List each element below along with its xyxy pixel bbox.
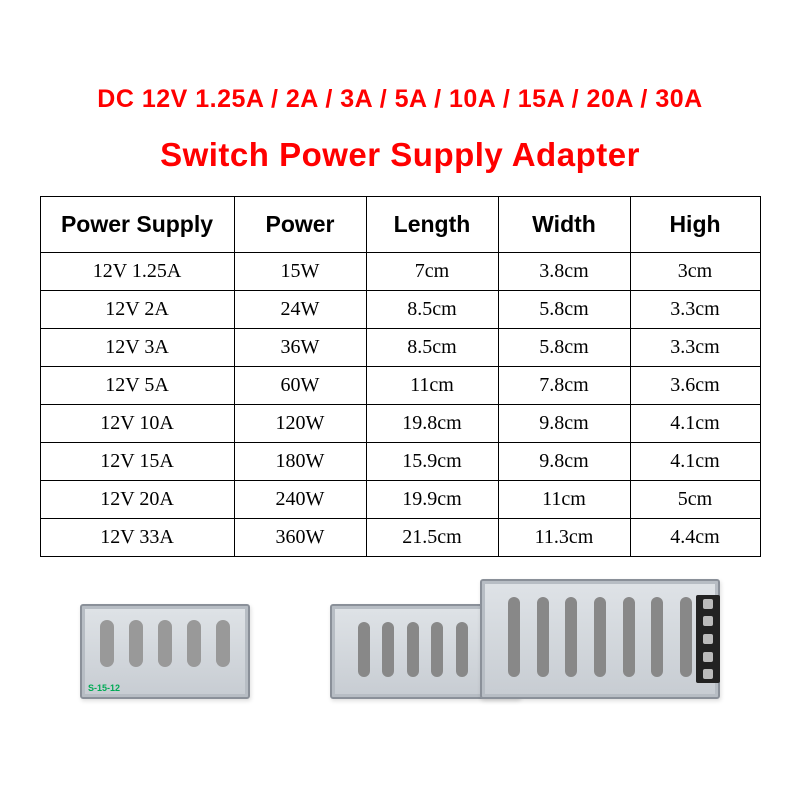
table-cell-ps: 12V 2A [40,291,234,329]
spec-table: Power Supply Power Length Width High 12V… [40,196,761,557]
table-cell-ps: 12V 3A [40,329,234,367]
table-cell-hi: 4.1cm [630,443,760,481]
table-cell-wd: 3.8cm [498,253,630,291]
table-cell-hi: 4.1cm [630,405,760,443]
product-image-row: S-15-12 [40,579,760,699]
table-header-row: Power Supply Power Length Width High [40,197,760,253]
heading-line1: DC 12V 1.25A / 2A / 3A / 5A / 10A / 15A … [97,85,702,114]
table-cell-pw: 15W [234,253,366,291]
table-body: 12V 1.25A15W7cm3.8cm3cm12V 2A24W8.5cm5.8… [40,253,760,557]
table-cell-wd: 11.3cm [498,519,630,557]
table-cell-wd: 9.8cm [498,405,630,443]
col-header-width: Width [498,197,630,253]
table-cell-ln: 8.5cm [366,329,498,367]
table-row: 12V 3A36W8.5cm5.8cm3.3cm [40,329,760,367]
table-cell-ps: 12V 1.25A [40,253,234,291]
table-cell-pw: 180W [234,443,366,481]
col-header-power: Power [234,197,366,253]
table-cell-ps: 12V 5A [40,367,234,405]
table-cell-hi: 3.6cm [630,367,760,405]
table-cell-ps: 12V 20A [40,481,234,519]
col-header-length: Length [366,197,498,253]
page-root: DC 12V 1.25A / 2A / 3A / 5A / 10A / 15A … [0,0,800,800]
col-header-high: High [630,197,760,253]
table-cell-wd: 7.8cm [498,367,630,405]
table-row: 12V 10A120W19.8cm9.8cm4.1cm [40,405,760,443]
table-cell-ps: 12V 33A [40,519,234,557]
table-cell-wd: 9.8cm [498,443,630,481]
table-cell-hi: 5cm [630,481,760,519]
table-cell-ps: 12V 10A [40,405,234,443]
table-cell-ln: 19.8cm [366,405,498,443]
table-row: 12V 2A24W8.5cm5.8cm3.3cm [40,291,760,329]
psu-stack-icon [330,579,720,699]
table-cell-hi: 3.3cm [630,329,760,367]
psu-large-icon [480,579,720,699]
col-header-power-supply: Power Supply [40,197,234,253]
table-cell-ln: 11cm [366,367,498,405]
table-cell-pw: 120W [234,405,366,443]
table-cell-ln: 7cm [366,253,498,291]
heading-line2: Switch Power Supply Adapter [160,136,640,174]
table-cell-pw: 240W [234,481,366,519]
table-row: 12V 1.25A15W7cm3.8cm3cm [40,253,760,291]
table-row: 12V 20A240W19.9cm11cm5cm [40,481,760,519]
table-cell-ln: 15.9cm [366,443,498,481]
table-cell-ln: 21.5cm [366,519,498,557]
table-cell-pw: 360W [234,519,366,557]
psu-small-label: S-15-12 [88,683,120,693]
table-cell-pw: 36W [234,329,366,367]
table-cell-ln: 8.5cm [366,291,498,329]
table-cell-pw: 60W [234,367,366,405]
table-cell-ln: 19.9cm [366,481,498,519]
table-cell-wd: 5.8cm [498,291,630,329]
table-cell-ps: 12V 15A [40,443,234,481]
table-cell-hi: 3cm [630,253,760,291]
table-cell-wd: 11cm [498,481,630,519]
table-row: 12V 15A180W15.9cm9.8cm4.1cm [40,443,760,481]
table-row: 12V 33A360W21.5cm11.3cm4.4cm [40,519,760,557]
table-cell-wd: 5.8cm [498,329,630,367]
table-cell-hi: 3.3cm [630,291,760,329]
table-cell-hi: 4.4cm [630,519,760,557]
table-cell-pw: 24W [234,291,366,329]
psu-small-icon: S-15-12 [80,604,250,699]
table-row: 12V 5A60W11cm7.8cm3.6cm [40,367,760,405]
